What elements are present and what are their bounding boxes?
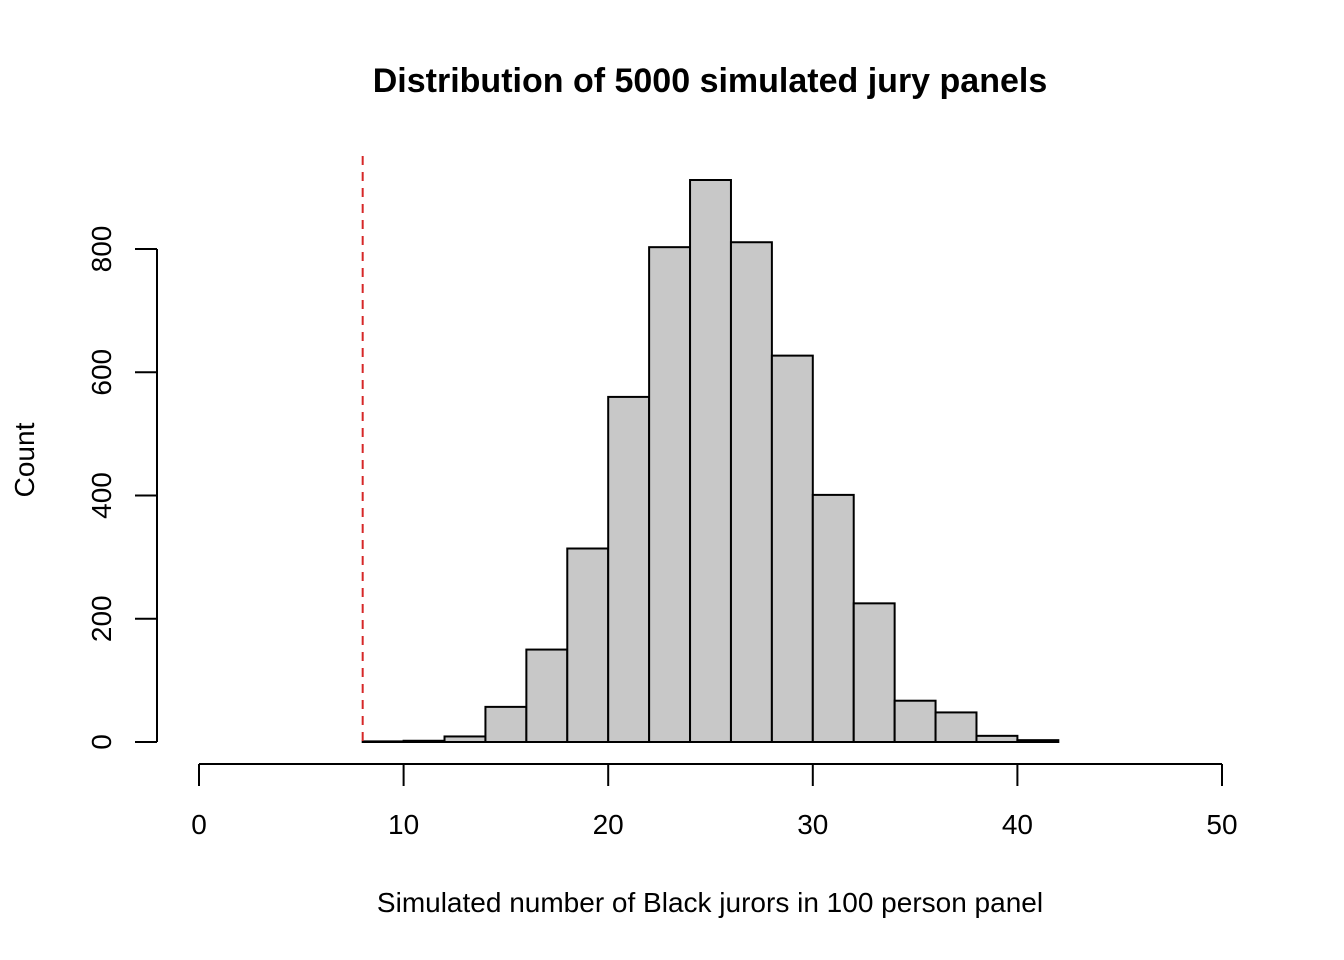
x-axis-label: Simulated number of Black jurors in 100 … — [377, 887, 1043, 918]
y-tick-label: 400 — [86, 472, 117, 519]
y-axis-label: Count — [9, 422, 40, 497]
histogram-bar-36-38 — [934, 711, 978, 744]
y-tick-label: 200 — [86, 595, 117, 642]
histogram-bar-22-24 — [648, 246, 692, 743]
x-tick-label: 40 — [1002, 809, 1033, 840]
histogram-bar-8-10 — [361, 740, 405, 744]
histogram-bar-40-42 — [1016, 739, 1060, 743]
x-axis-ticks: 0 10 20 30 40 50 — [191, 764, 1238, 840]
histogram-bar-30-32 — [811, 493, 855, 743]
histogram-bar-34-36 — [893, 699, 937, 743]
histogram-bar-10-12 — [402, 739, 446, 743]
histogram-bar-28-30 — [770, 354, 814, 743]
histogram-bar-16-18 — [525, 648, 569, 744]
y-axis-ticks: 0 200 400 600 800 — [86, 226, 157, 750]
plot-area — [361, 156, 1060, 744]
x-tick-label: 20 — [593, 809, 624, 840]
x-tick-label: 0 — [191, 809, 207, 840]
x-tick-label: 30 — [797, 809, 828, 840]
histogram-bar-14-16 — [484, 705, 528, 743]
chart-title: Distribution of 5000 simulated jury pane… — [373, 62, 1048, 100]
y-tick-label: 800 — [86, 226, 117, 273]
histogram-bar-24-26 — [689, 179, 732, 743]
y-tick-label: 0 — [86, 734, 117, 750]
histogram-bar-12-14 — [443, 735, 487, 743]
x-tick-label: 50 — [1206, 809, 1237, 840]
y-tick-label: 600 — [86, 349, 117, 396]
histogram-bar-32-34 — [852, 602, 896, 744]
histogram-bar-38-40 — [975, 734, 1019, 743]
x-tick-label: 10 — [388, 809, 419, 840]
histogram-bar-18-20 — [566, 547, 610, 744]
histogram-bar-20-22 — [607, 395, 651, 743]
histogram-bar-26-28 — [729, 241, 773, 743]
